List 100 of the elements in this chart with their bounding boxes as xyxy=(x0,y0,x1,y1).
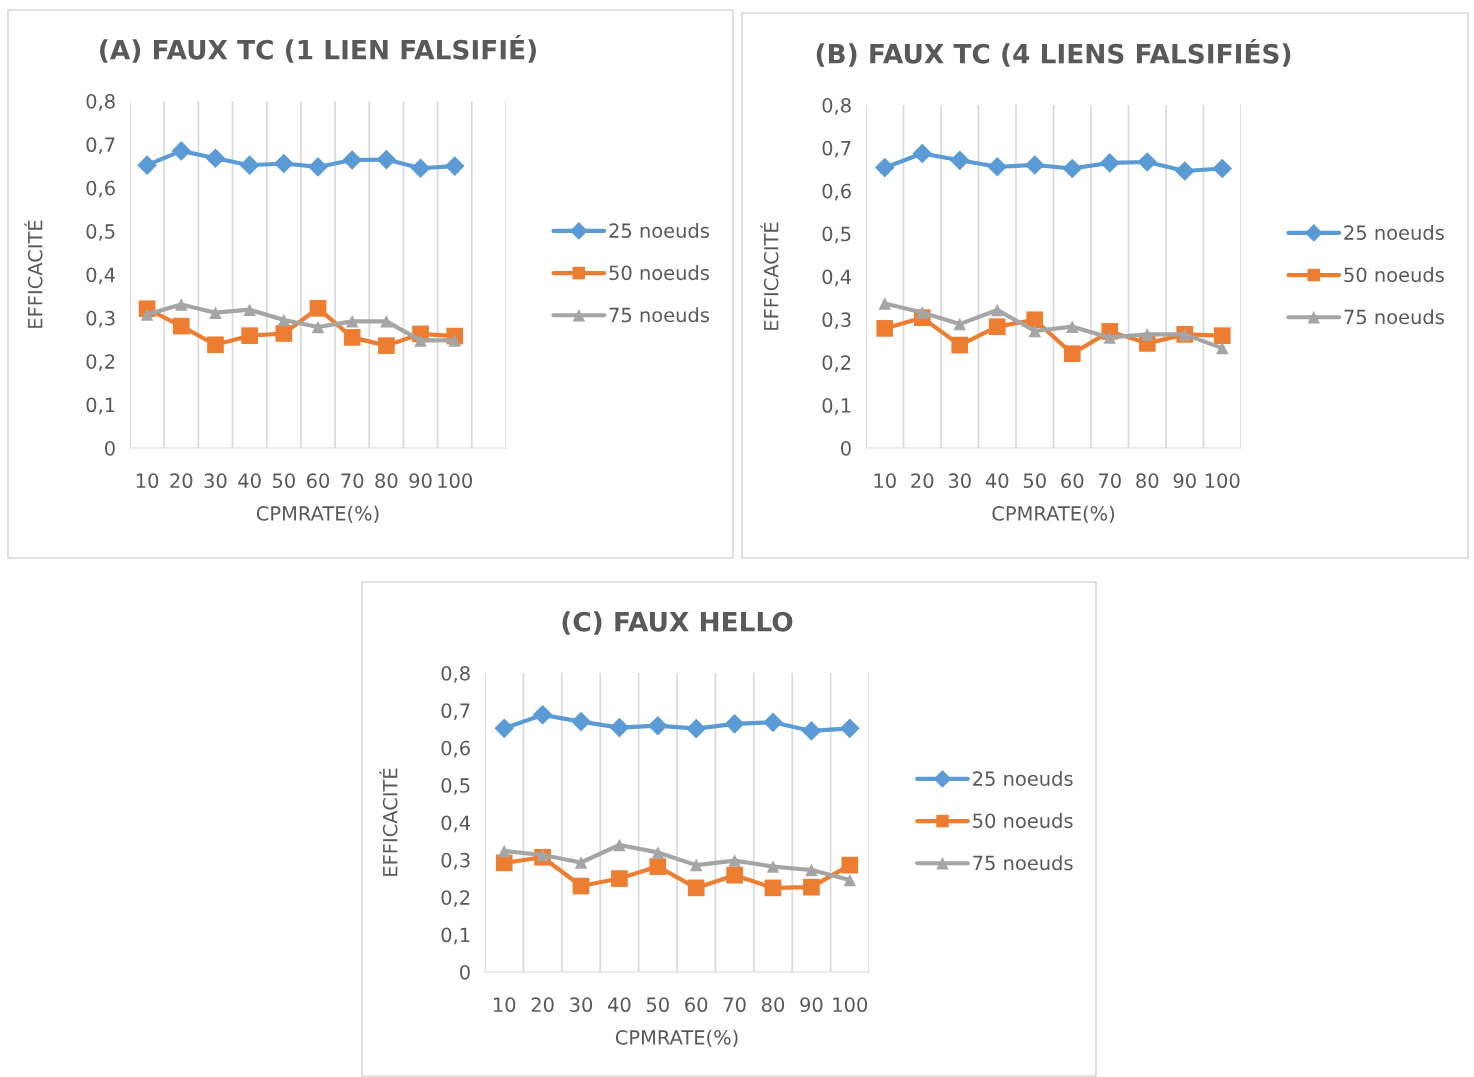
legend-label: 25 noeuds xyxy=(973,770,1073,786)
x-tick-label: 60 xyxy=(685,997,708,1013)
legend-label: 25 noeuds xyxy=(609,222,709,238)
chart-title: (C) FAUX HELLO xyxy=(562,611,793,635)
y-tick-label: 0,4 xyxy=(822,269,852,287)
x-tick-label: 70 xyxy=(341,473,364,489)
legend-label: 75 noeuds xyxy=(609,307,709,323)
y-tick-label: 0,8 xyxy=(441,665,470,683)
point xyxy=(1212,158,1233,179)
y-tick-label: 0 xyxy=(460,964,470,980)
point xyxy=(611,870,628,887)
y-tick-label: 0,6 xyxy=(822,183,851,201)
x-tick-label: 100 xyxy=(833,997,868,1013)
x-tick-label: 80 xyxy=(761,997,785,1013)
point xyxy=(878,297,891,310)
legend-label: 25 noeuds xyxy=(1344,224,1444,240)
y-tick-label: 0,4 xyxy=(441,815,471,833)
point xyxy=(949,150,970,171)
point xyxy=(205,148,226,169)
point xyxy=(376,149,397,170)
point xyxy=(801,721,822,741)
x-tick-label: 30 xyxy=(948,473,971,489)
x-tick-label: 40 xyxy=(985,473,1009,489)
y-tick-label: 0,2 xyxy=(822,355,851,372)
point xyxy=(953,317,966,331)
y-tick-label: 0,5 xyxy=(86,224,115,241)
point xyxy=(1174,161,1195,181)
x-tick-label: 10 xyxy=(874,473,896,489)
point xyxy=(410,158,431,179)
legend-label: 75 noeuds xyxy=(1344,309,1444,325)
y-tick-label: 0,3 xyxy=(441,852,470,870)
x-tick-label: 20 xyxy=(531,997,554,1013)
y-tick-label: 0,6 xyxy=(441,740,470,758)
x-tick-label: 100 xyxy=(1205,473,1240,489)
point xyxy=(609,717,630,738)
point xyxy=(308,157,328,177)
x-tick-label: 70 xyxy=(1098,473,1121,489)
y-tick-label: 0,1 xyxy=(441,927,470,945)
point xyxy=(239,155,260,176)
point xyxy=(651,846,665,859)
y-tick-label: 0,3 xyxy=(822,312,851,330)
x-tick-label: 90 xyxy=(1173,473,1196,489)
y-tick-label: 0 xyxy=(841,440,851,456)
y-axis-title: EFFICACITÉ xyxy=(379,768,398,876)
point xyxy=(766,860,780,873)
point xyxy=(497,844,511,858)
x-tick-label: 20 xyxy=(911,473,934,489)
y-tick-label: 0,2 xyxy=(441,890,470,907)
y-tick-label: 0,7 xyxy=(441,703,470,721)
y-tick-label: 0,1 xyxy=(822,398,851,415)
y-tick-label: 0,1 xyxy=(86,397,115,415)
x-tick-label: 100 xyxy=(438,473,472,489)
point xyxy=(763,712,783,733)
x-tick-label: 40 xyxy=(238,473,261,489)
point xyxy=(1066,320,1079,333)
point xyxy=(345,315,359,328)
point xyxy=(1024,155,1045,175)
point xyxy=(572,877,590,895)
point xyxy=(444,156,465,176)
point xyxy=(378,337,395,354)
point xyxy=(647,715,668,736)
y-tick-label: 0,8 xyxy=(86,93,115,111)
x-tick-label: 20 xyxy=(170,473,193,489)
point xyxy=(1028,324,1041,338)
y-tick-label: 0,8 xyxy=(822,97,851,115)
point xyxy=(309,300,327,317)
point xyxy=(689,858,703,872)
point xyxy=(613,838,626,852)
legend-label: 50 noeuds xyxy=(1344,267,1444,283)
point xyxy=(275,325,293,342)
y-tick-label: 0,7 xyxy=(86,137,115,155)
y-tick-label: 0,3 xyxy=(86,310,115,328)
point xyxy=(532,705,553,725)
point xyxy=(171,141,192,161)
point xyxy=(1213,327,1231,344)
point xyxy=(1062,158,1083,179)
point xyxy=(380,315,393,328)
y-tick-label: 0,5 xyxy=(822,226,851,244)
x-axis-title: CPMRATE(%) xyxy=(256,505,379,524)
x-tick-label: 50 xyxy=(272,473,295,489)
x-tick-label: 80 xyxy=(1136,473,1159,489)
point xyxy=(1099,153,1120,173)
y-tick-label: 0,4 xyxy=(86,267,116,285)
y-tick-label: 0,5 xyxy=(441,778,470,795)
chart-title: (A) FAUX TC (1 LIEN FALSIFIÉ) xyxy=(100,34,536,63)
x-tick-label: 30 xyxy=(204,473,227,489)
point xyxy=(724,714,745,734)
chart-title: (B) FAUX TC (4 LIENS FALSIFIÉS) xyxy=(816,38,1291,67)
point xyxy=(209,306,222,319)
point xyxy=(1141,328,1154,341)
point xyxy=(494,718,515,739)
point xyxy=(571,711,591,732)
legend-label: 50 noeuds xyxy=(609,265,709,281)
x-tick-label: 50 xyxy=(646,997,669,1013)
point xyxy=(841,856,859,874)
y-axis-title: EFFICACITÉ xyxy=(760,222,779,330)
point xyxy=(574,856,588,869)
point xyxy=(764,879,782,897)
point xyxy=(805,863,818,877)
legend-label: 75 noeuds xyxy=(973,855,1073,871)
